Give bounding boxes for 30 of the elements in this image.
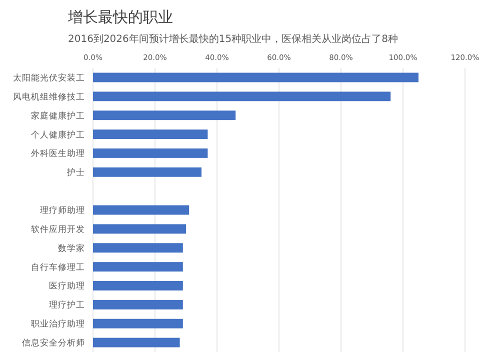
y-tick-label: 护士 [66,167,85,178]
y-tick-label: 太阳能光伏安装工 [13,72,85,84]
bar [93,167,202,177]
y-tick-label: 个人健康护工 [31,129,85,140]
bar [93,130,208,139]
bar [93,318,183,328]
bar [93,92,391,102]
bar [93,281,183,290]
bar [93,224,186,234]
bar [93,205,190,215]
y-tick-label: 职业治疗助理 [31,318,85,330]
y-tick-label: 外科医生助理 [31,148,85,160]
y-tick-label: 软件应用开发 [31,224,85,235]
bar [93,262,183,272]
y-tick-label: 理疗师助理 [40,205,85,216]
bar [93,110,236,120]
y-tick-label: 理疗护工 [49,300,85,311]
y-tick-label: 自行车修理工 [31,262,85,273]
bar [93,338,180,348]
y-tick-label: 家庭健康护工 [31,110,85,122]
y-tick-label: 数学家 [58,242,85,254]
bar [93,300,183,310]
y-tick-label: 医疗助理 [49,280,85,292]
bar [93,243,183,253]
y-tick-label: 风电机组维修技工 [13,91,85,102]
chart-title: 增长最快的职业 [67,8,173,26]
bar [93,148,208,158]
y-tick-label: 信息安全分析师 [22,338,85,349]
bar [93,72,418,82]
chart-subtitle: 2016到2026年间预计增长最快的15种职业中，医保相关从业岗位占了8种 [68,33,398,45]
